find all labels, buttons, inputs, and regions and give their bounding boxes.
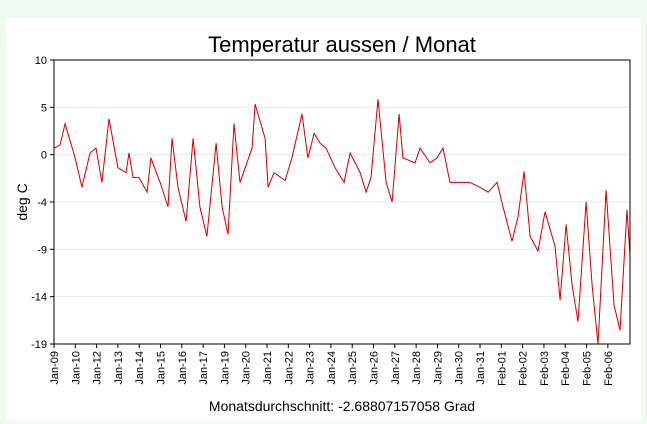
x-tick-label: Jan-30: [454, 351, 466, 385]
x-tick-label: Jan-23: [305, 351, 317, 385]
x-tick-label: Jan-22: [283, 351, 295, 385]
x-tick-label: Jan-09: [49, 351, 61, 385]
x-tick-label: Jan-21: [262, 351, 274, 385]
x-tick-label: Feb-04: [560, 351, 572, 386]
x-tick-label: Jan-28: [411, 351, 423, 385]
x-tick-label: Jan-29: [432, 351, 444, 385]
data-line: [53, 99, 631, 345]
x-tick-label: Jan-26: [369, 351, 381, 385]
x-tick-label: Feb-02: [518, 351, 530, 386]
x-tick-label: Jan-20: [241, 351, 253, 385]
x-tick-label: Jan-27: [390, 351, 402, 385]
x-tick-label: Jan-10: [70, 351, 82, 385]
chart-title: Temperatur aussen / Monat: [208, 32, 476, 57]
x-tick-label: Jan-13: [113, 351, 125, 385]
y-axis-label: deg C: [14, 183, 30, 220]
y-tick-label: -19: [31, 339, 47, 351]
y-tick-label: 0: [41, 150, 47, 162]
x-axis-label: Monatsdurchschnitt: -2.68807157058 Grad: [209, 398, 475, 414]
x-tick-label: Jan-25: [347, 351, 359, 385]
x-tick-label: Feb-05: [582, 351, 594, 386]
y-tick-label: 10: [35, 55, 47, 67]
x-tick-label: Jan-24: [326, 351, 338, 385]
panel: [6, 18, 641, 420]
x-tick-label: Jan-15: [156, 351, 168, 385]
x-tick-label: Jan-31: [475, 351, 487, 385]
y-tick-label: -14: [31, 292, 47, 304]
y-tick-label: -4: [37, 197, 47, 209]
plot-frame: [53, 59, 631, 345]
x-tick-label: Jan-19: [219, 351, 231, 385]
y-tick-label: -9: [37, 244, 47, 256]
x-tick-label: Jan-16: [177, 351, 189, 385]
x-tick-label: Jan-17: [198, 351, 210, 385]
y-tick-label: 5: [41, 102, 47, 114]
x-tick-label: Jan-14: [134, 351, 146, 385]
x-tick-label: Feb-06: [603, 351, 615, 386]
x-tick-label: Feb-01: [496, 351, 508, 386]
x-tick-label: Feb-03: [539, 351, 551, 386]
x-tick-label: Jan-12: [92, 351, 104, 385]
